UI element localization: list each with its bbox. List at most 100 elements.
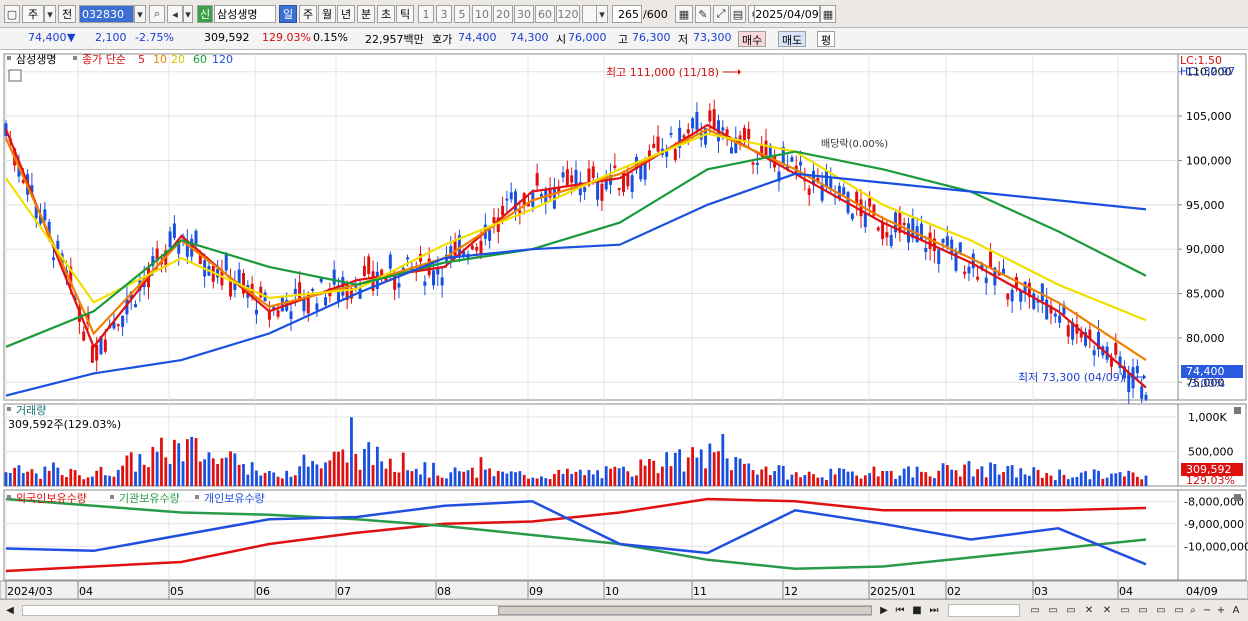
candle-body xyxy=(436,267,440,275)
ma-period-20: 20 xyxy=(171,53,185,66)
current-price: 74,400 xyxy=(28,31,67,44)
link-icon[interactable]: ⤢ xyxy=(713,5,729,23)
scroll-right-icon[interactable]: ▶ xyxy=(880,605,888,616)
candle-body xyxy=(712,109,716,129)
window-icon[interactable]: ▭ xyxy=(1138,605,1148,616)
window-icon[interactable]: ▭ xyxy=(1030,605,1040,616)
period-a-select[interactable]: 주 xyxy=(22,5,44,23)
save-icon[interactable]: ▤ xyxy=(730,5,746,23)
holding-legend-0: 외국인보유수량 xyxy=(16,492,87,505)
zoom-in-icon[interactable]: + xyxy=(1216,605,1226,616)
interval-120-button[interactable]: 120 xyxy=(556,5,580,23)
window-icon[interactable]: ▭ xyxy=(1174,605,1184,616)
holding-legend-1: 기관보유수량 xyxy=(119,492,180,505)
zoom-icon[interactable]: ⌕ xyxy=(1190,605,1196,616)
candle-body xyxy=(829,178,833,190)
period-minute-button[interactable]: 분 xyxy=(357,5,375,23)
x-axis-label: 04/09 xyxy=(1186,585,1218,598)
candle-body xyxy=(613,165,617,168)
volume-bar xyxy=(570,473,574,486)
volume-bar xyxy=(250,462,254,486)
candle-body xyxy=(958,242,962,253)
volume-bar xyxy=(885,470,889,486)
window-icon[interactable]: ▭ xyxy=(1048,605,1058,616)
scroll-track[interactable] xyxy=(22,605,872,616)
candle-body xyxy=(941,238,945,243)
volume-bar xyxy=(315,464,319,486)
x-axis-label: 07 xyxy=(337,585,351,598)
search-icon[interactable]: ⌕ xyxy=(149,5,165,23)
x-axis-label: 02 xyxy=(947,585,961,598)
speaker-icon[interactable]: ◂ xyxy=(167,5,183,23)
calendar-icon[interactable]: ▦ xyxy=(820,5,836,23)
volume-bar xyxy=(876,476,880,486)
scroll-start-icon[interactable]: ⏮ xyxy=(895,605,905,616)
chevron-down-icon[interactable]: ▾ xyxy=(134,5,146,23)
period-b-button[interactable]: 전 xyxy=(58,5,76,23)
period-week-button[interactable]: 주 xyxy=(299,5,317,23)
interval-60-button[interactable]: 60 xyxy=(535,5,555,23)
chevron-down-icon[interactable]: ▾ xyxy=(44,5,56,23)
high-value: 76,300 xyxy=(632,31,671,44)
zoom-out-icon[interactable]: − xyxy=(1202,605,1212,616)
buy-button[interactable]: 매수 xyxy=(738,31,767,47)
code-input[interactable]: 032830 xyxy=(79,5,134,23)
volume-bar xyxy=(626,471,630,486)
candle-body xyxy=(233,282,237,291)
interval-10-button[interactable]: 10 xyxy=(472,5,492,23)
interval-1-button[interactable]: 1 xyxy=(418,5,434,23)
period-second-button[interactable]: 초 xyxy=(377,5,395,23)
period-tick-button[interactable]: 틱 xyxy=(396,5,414,23)
layout-icon[interactable]: ▢ xyxy=(4,5,20,23)
interval-30-button[interactable]: 30 xyxy=(514,5,534,23)
candle-body xyxy=(349,288,353,299)
volume-bar xyxy=(1019,468,1023,486)
volume-bar xyxy=(462,471,466,486)
zoom-track[interactable] xyxy=(948,604,1020,617)
volume-bar xyxy=(488,468,492,486)
eval-button[interactable]: 평 xyxy=(817,31,836,47)
crosshair-icon[interactable]: ✕ xyxy=(1102,605,1112,616)
window-icon[interactable]: ▭ xyxy=(1156,605,1166,616)
sell-button[interactable]: 매도 xyxy=(778,31,807,47)
volume-bar xyxy=(479,457,483,486)
period-month-button[interactable]: 월 xyxy=(318,5,336,23)
scroll-left-icon[interactable]: ◀ xyxy=(6,605,14,616)
volume-bar xyxy=(255,470,258,486)
count-input[interactable]: 265 xyxy=(612,5,642,23)
chevron-down-icon[interactable]: ▾ xyxy=(183,5,193,23)
y-tick-label: 90,000 xyxy=(1186,243,1225,256)
window-icon[interactable]: ▭ xyxy=(1066,605,1076,616)
volume-bar xyxy=(1058,469,1062,486)
stock-name-field[interactable]: 삼성생명 xyxy=(214,5,276,23)
volume-bar xyxy=(652,460,656,486)
volume-bar xyxy=(1062,474,1066,486)
period-year-button[interactable]: 년 xyxy=(337,5,355,23)
draw-icon[interactable]: ✎ xyxy=(695,5,711,23)
candle-body xyxy=(937,249,941,265)
interval-5-button[interactable]: 5 xyxy=(454,5,470,23)
volume-bar xyxy=(825,479,828,486)
date-input[interactable]: 2025/04/09 xyxy=(754,5,820,23)
candle-body xyxy=(406,257,410,260)
chevron-down-icon[interactable]: ▾ xyxy=(596,5,608,23)
candle-body xyxy=(52,257,55,261)
interval-3-button[interactable]: 3 xyxy=(436,5,452,23)
candle-body xyxy=(971,253,975,269)
scroll-thumb[interactable] xyxy=(498,606,872,615)
stop-icon[interactable]: ■ xyxy=(912,605,922,616)
volume-bar xyxy=(388,458,392,486)
price-panel-title: 삼성생명 xyxy=(16,53,56,66)
scroll-end-icon[interactable]: ⏭ xyxy=(929,605,939,616)
period-day-button[interactable]: 일 xyxy=(279,5,297,23)
chart-tools-icon[interactable]: ▦ xyxy=(675,5,693,23)
interval-20-button[interactable]: 20 xyxy=(493,5,513,23)
volume-bar xyxy=(1040,477,1044,486)
candle-body xyxy=(384,277,388,281)
text-icon[interactable]: A xyxy=(1232,605,1240,616)
crosshair-icon[interactable]: ✕ xyxy=(1084,605,1094,616)
volume-bar xyxy=(807,471,811,486)
candle-body xyxy=(505,198,509,201)
window-icon[interactable]: ▭ xyxy=(1120,605,1130,616)
x-axis-label: 05 xyxy=(170,585,184,598)
